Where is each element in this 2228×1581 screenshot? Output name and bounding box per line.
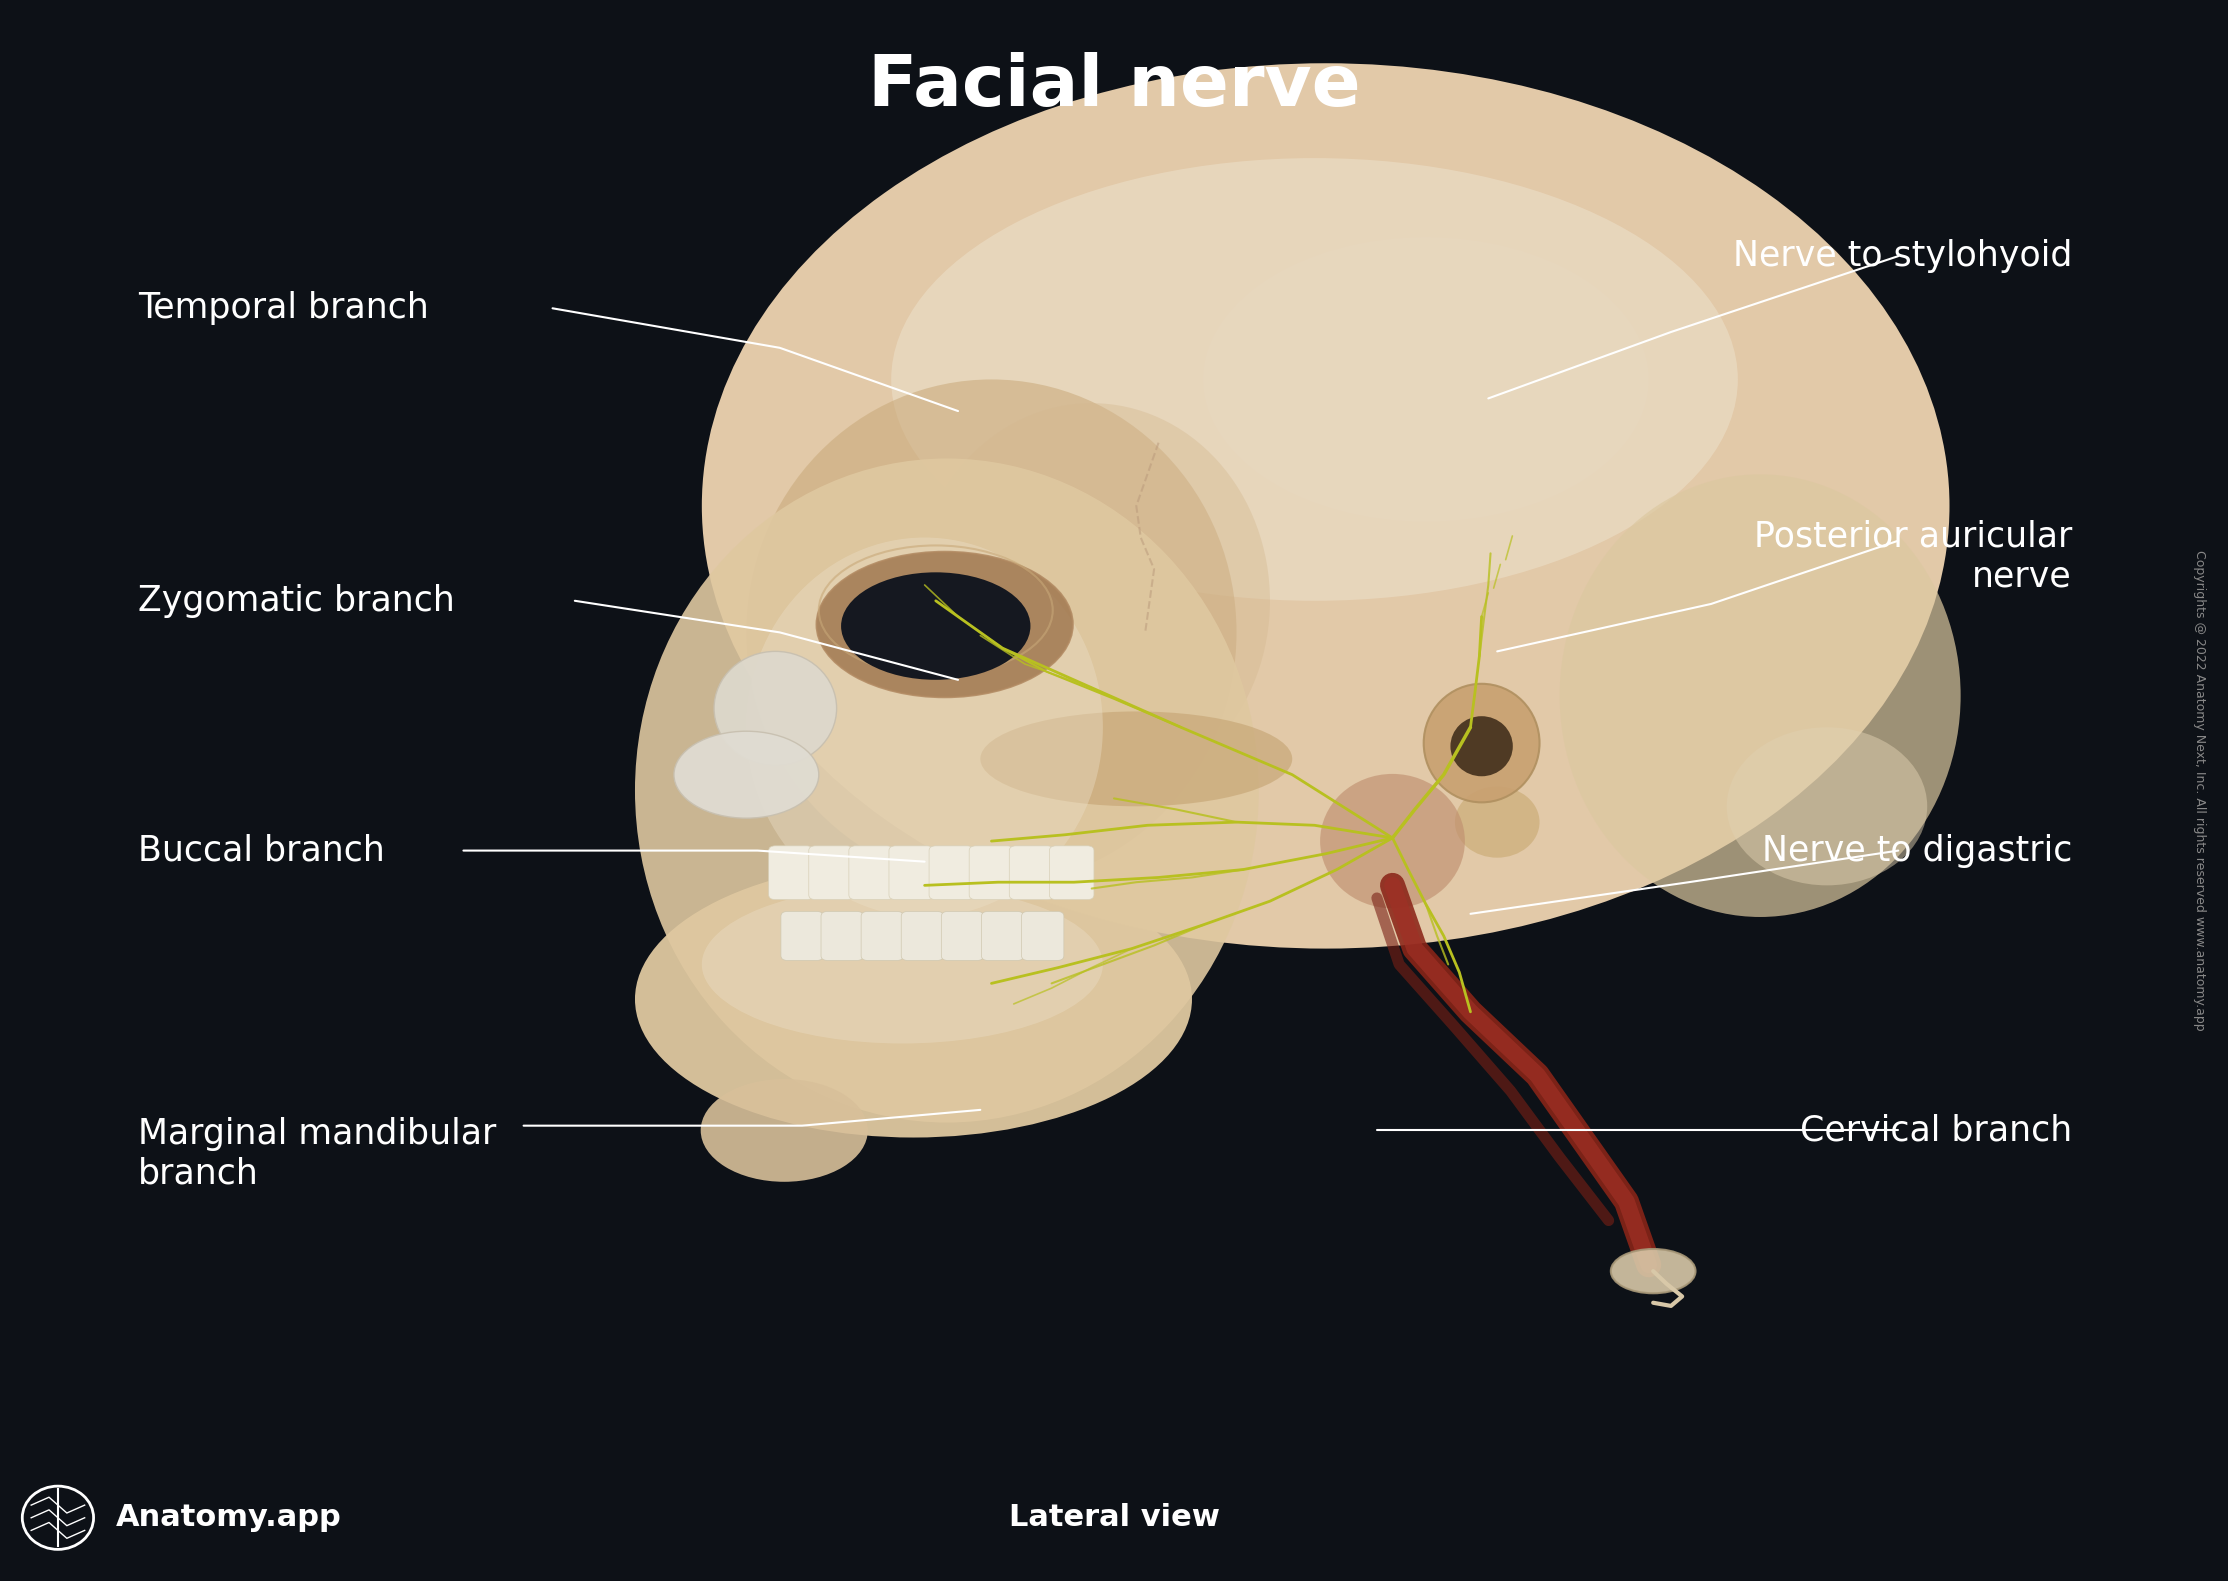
FancyBboxPatch shape (822, 911, 864, 961)
Ellipse shape (1560, 474, 1961, 917)
FancyBboxPatch shape (940, 911, 985, 961)
Text: Temporal branch: Temporal branch (138, 291, 430, 326)
FancyBboxPatch shape (929, 846, 974, 900)
Ellipse shape (815, 552, 1074, 697)
FancyBboxPatch shape (969, 846, 1014, 900)
Ellipse shape (635, 860, 1192, 1138)
Ellipse shape (702, 885, 1103, 1043)
Ellipse shape (702, 63, 1950, 949)
Ellipse shape (1424, 683, 1540, 802)
FancyBboxPatch shape (809, 846, 853, 900)
Ellipse shape (1611, 1249, 1696, 1293)
Ellipse shape (675, 730, 820, 817)
Ellipse shape (713, 651, 838, 765)
Text: Facial nerve: Facial nerve (867, 52, 1361, 122)
FancyBboxPatch shape (889, 846, 934, 900)
Ellipse shape (1727, 727, 1927, 885)
Ellipse shape (746, 538, 1103, 917)
Text: Marginal mandibular
branch: Marginal mandibular branch (138, 1118, 497, 1190)
Ellipse shape (1203, 237, 1649, 522)
Ellipse shape (746, 379, 1237, 885)
FancyBboxPatch shape (1020, 911, 1065, 961)
FancyBboxPatch shape (849, 846, 893, 900)
Text: Buccal branch: Buccal branch (138, 833, 385, 868)
Ellipse shape (891, 158, 1738, 601)
FancyBboxPatch shape (1009, 846, 1054, 900)
Text: Zygomatic branch: Zygomatic branch (138, 583, 455, 618)
Ellipse shape (1319, 773, 1466, 907)
Text: Copyrights @ 2022 Anatomy Next, Inc. All rights reserved www.anatomy.app: Copyrights @ 2022 Anatomy Next, Inc. All… (2192, 550, 2206, 1031)
Ellipse shape (635, 458, 1259, 1123)
Text: Cervical branch: Cervical branch (1800, 1113, 2072, 1148)
Text: Anatomy.app: Anatomy.app (116, 1504, 341, 1532)
FancyBboxPatch shape (1049, 846, 1094, 900)
FancyBboxPatch shape (782, 911, 824, 961)
Ellipse shape (1455, 787, 1540, 857)
FancyBboxPatch shape (980, 911, 1025, 961)
Text: Nerve to digastric: Nerve to digastric (1762, 833, 2072, 868)
Text: Lateral view: Lateral view (1009, 1504, 1219, 1532)
Ellipse shape (1450, 716, 1513, 776)
Ellipse shape (700, 1078, 869, 1183)
Ellipse shape (842, 572, 1029, 680)
Text: Nerve to stylohyoid: Nerve to stylohyoid (1733, 239, 2072, 274)
Ellipse shape (913, 403, 1270, 798)
FancyBboxPatch shape (860, 911, 905, 961)
Text: Posterior auricular
nerve: Posterior auricular nerve (1753, 520, 2072, 593)
Ellipse shape (980, 711, 1292, 806)
FancyBboxPatch shape (769, 846, 813, 900)
FancyBboxPatch shape (900, 911, 945, 961)
